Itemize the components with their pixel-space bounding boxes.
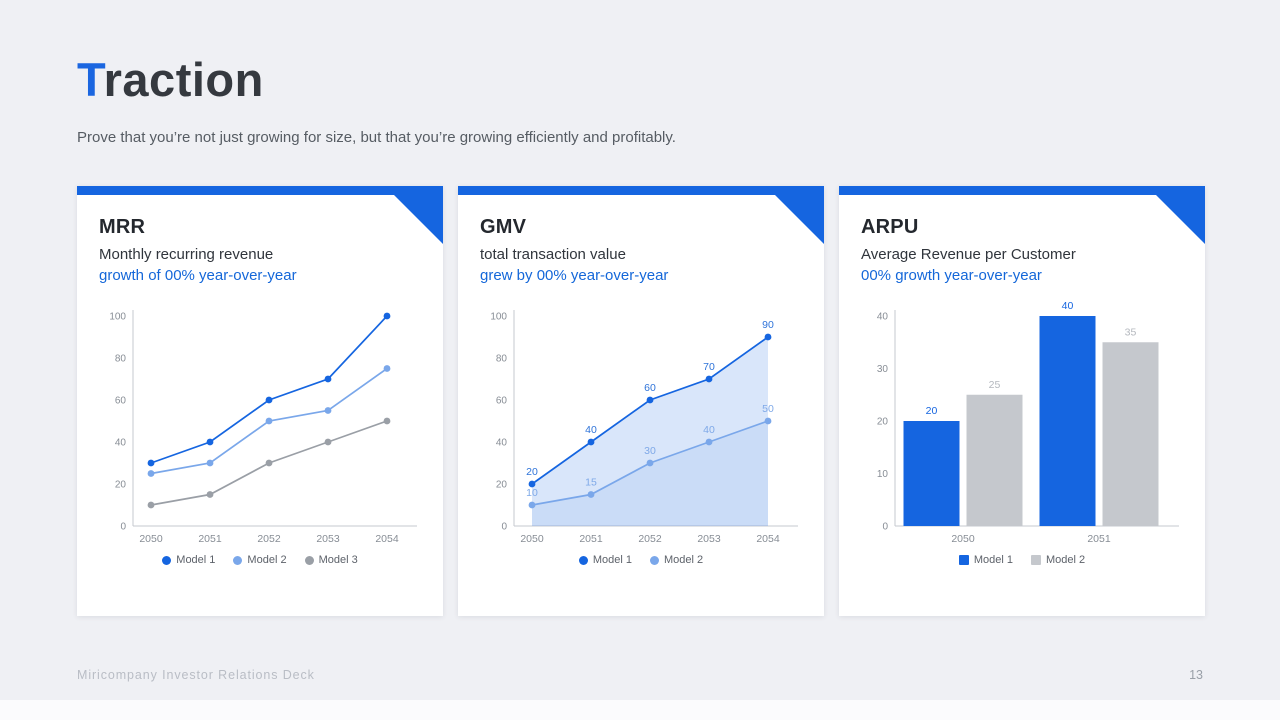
svg-text:30: 30 [877, 364, 889, 375]
svg-text:0: 0 [120, 522, 126, 533]
svg-text:100: 100 [490, 312, 507, 323]
svg-text:20: 20 [115, 480, 127, 491]
card-title: ARPU [861, 216, 919, 238]
svg-text:2052: 2052 [638, 533, 662, 545]
card-gmv: GMV total transaction value grew by 00% … [458, 186, 824, 616]
svg-text:20: 20 [496, 480, 508, 491]
svg-text:2054: 2054 [375, 533, 399, 545]
legend-label: Model 3 [318, 554, 358, 566]
card-highlight: grew by 00% year-over-year [480, 267, 669, 284]
title-rest: raction [103, 53, 264, 106]
legend-label: Model 1 [592, 554, 632, 566]
svg-text:40: 40 [115, 438, 127, 449]
legend-marker [958, 555, 969, 565]
legend-label: Model 2 [664, 554, 704, 566]
card-title: MRR [99, 216, 146, 238]
legend-marker [1031, 555, 1041, 565]
cards-row: MRR Monthly recurring revenue growth of … [77, 186, 1205, 616]
svg-text:20: 20 [877, 417, 889, 428]
bottom-band [0, 700, 1280, 720]
card-top-accent-bar [458, 186, 824, 195]
card-subtitle: total transaction value [480, 246, 626, 263]
svg-text:70: 70 [703, 361, 715, 373]
legend-marker [233, 555, 243, 565]
legend-marker [304, 555, 314, 565]
card-top-accent-bar [839, 186, 1205, 195]
legend-item-model-3: Model 3 [304, 554, 358, 566]
svg-text:2051: 2051 [1087, 533, 1111, 545]
svg-text:2050: 2050 [139, 533, 163, 545]
title-accent-letter: T [77, 53, 104, 106]
footer-deck-name: Miricompany Investor Relations Deck [77, 668, 315, 682]
svg-text:2053: 2053 [697, 533, 721, 545]
arpu-bar-chart: 0 10 20 30 40 2050 20 25 2051 40 35 [877, 300, 1179, 545]
svg-text:2054: 2054 [756, 533, 780, 545]
svg-text:40: 40 [703, 424, 715, 436]
card-subtitle: Monthly recurring revenue [99, 246, 274, 263]
svg-text:0: 0 [501, 522, 507, 533]
svg-text:35: 35 [1125, 326, 1137, 338]
svg-text:25: 25 [989, 379, 1001, 391]
card-highlight: 00% growth year-over-year [861, 267, 1042, 284]
arpu-chart-legend: Model 1 Model 2 [861, 554, 1183, 566]
legend-label: Model 1 [176, 554, 216, 566]
legend-marker [162, 555, 172, 565]
svg-text:90: 90 [762, 319, 774, 331]
card-subtitle: Average Revenue per Customer [861, 246, 1076, 263]
svg-text:2052: 2052 [257, 533, 281, 545]
page-number: 13 [1189, 668, 1203, 682]
slide-footer: Miricompany Investor Relations Deck 13 [77, 668, 1203, 682]
svg-text:10: 10 [877, 469, 889, 480]
legend-item-model-1: Model 1 [578, 554, 632, 566]
svg-text:15: 15 [585, 477, 597, 489]
svg-text:100: 100 [109, 312, 126, 323]
legend-label: Model 2 [247, 554, 287, 566]
card-mrr: MRR Monthly recurring revenue growth of … [77, 186, 443, 616]
svg-text:60: 60 [496, 396, 508, 407]
page-title: Traction [77, 52, 1203, 107]
legend-label: Model 2 [1046, 554, 1086, 566]
card-arpu: ARPU Average Revenue per Customer 00% gr… [839, 186, 1205, 616]
svg-text:60: 60 [644, 382, 656, 394]
legend-item-model-1: Model 1 [958, 554, 1013, 566]
legend-marker [578, 555, 588, 565]
mrr-chart-legend: Model 1 Model 2 Model 3 [99, 554, 421, 566]
svg-text:0: 0 [882, 522, 888, 533]
svg-text:2050: 2050 [951, 533, 975, 545]
svg-text:80: 80 [115, 354, 127, 365]
card-top-accent-bar [77, 186, 443, 195]
svg-text:30: 30 [644, 445, 656, 457]
legend-item-model-2: Model 2 [233, 554, 287, 566]
gmv-area-chart: 0 20 40 60 80 100 2050 2051 2052 2053 2054 20 40 60 70… [490, 310, 798, 545]
gmv-chart-legend: Model 1 Model 2 [480, 554, 802, 566]
svg-text:2051: 2051 [579, 533, 603, 545]
svg-text:20: 20 [526, 466, 538, 478]
svg-text:40: 40 [496, 438, 508, 449]
card-highlight: growth of 00% year-over-year [99, 267, 297, 284]
card-title: GMV [480, 216, 527, 238]
svg-text:10: 10 [526, 487, 538, 499]
svg-text:40: 40 [1062, 300, 1074, 312]
legend-label: Model 1 [973, 554, 1013, 566]
svg-text:40: 40 [877, 312, 889, 323]
legend-item-model-2: Model 2 [1031, 554, 1085, 566]
legend-item-model-2: Model 2 [650, 554, 703, 566]
svg-text:2051: 2051 [198, 533, 222, 545]
svg-text:2053: 2053 [316, 533, 340, 545]
legend-item-model-1: Model 1 [162, 554, 215, 566]
svg-text:40: 40 [585, 424, 597, 436]
svg-text:80: 80 [496, 354, 508, 365]
svg-text:50: 50 [762, 403, 774, 415]
svg-text:20: 20 [926, 405, 938, 417]
svg-text:60: 60 [115, 396, 127, 407]
page-subtitle: Prove that you’re not just growing for s… [77, 129, 676, 146]
svg-text:2050: 2050 [520, 533, 544, 545]
mrr-line-chart: 0 20 40 60 80 100 2050 2051 2052 2053 2054 [109, 310, 417, 545]
legend-marker [650, 555, 659, 565]
